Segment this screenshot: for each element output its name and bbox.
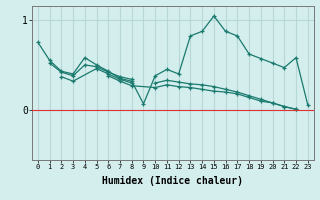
X-axis label: Humidex (Indice chaleur): Humidex (Indice chaleur) (102, 176, 243, 186)
